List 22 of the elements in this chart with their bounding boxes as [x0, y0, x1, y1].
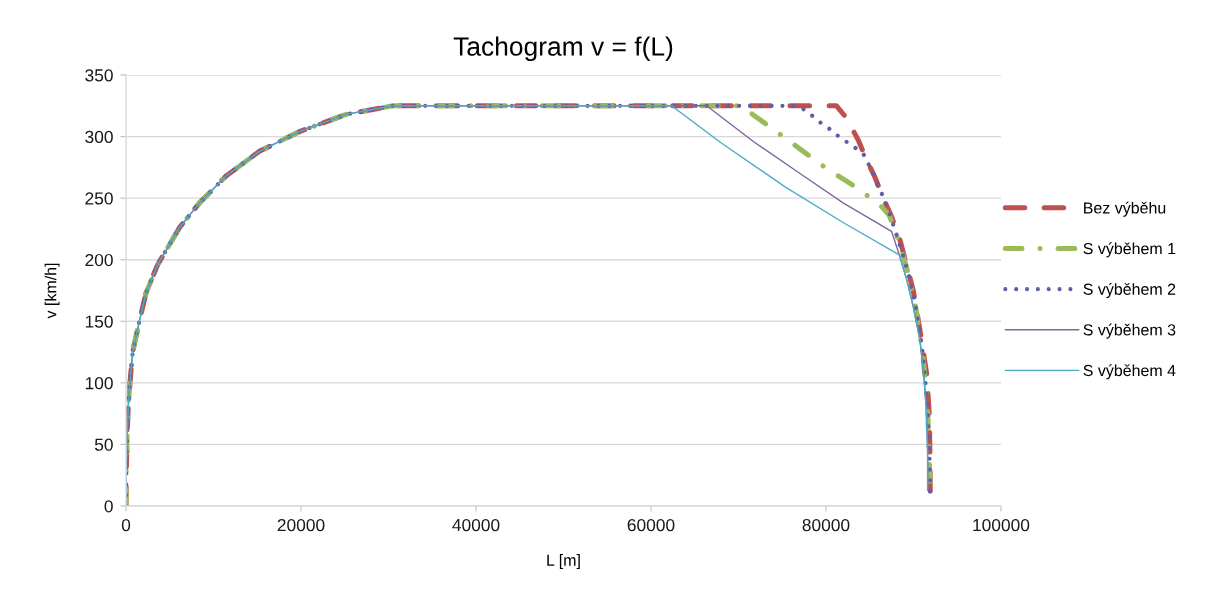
- y-tick-label: 50: [94, 438, 113, 451]
- y-tick-label: 0: [104, 500, 113, 513]
- x-axis-title: L [m]: [547, 554, 580, 569]
- x-tick-label: 20000: [277, 518, 325, 532]
- chart-title: Tachogram v = f(L): [453, 36, 673, 62]
- y-tick-label: 200: [85, 253, 113, 267]
- y-tick-label: 250: [85, 192, 113, 205]
- legend-label: S výběhem 2: [1083, 282, 1176, 299]
- legend-label: S výběhem 1: [1083, 242, 1176, 258]
- y-tick-label: 150: [85, 315, 113, 328]
- legend-label: S výběhem 4: [1083, 364, 1176, 380]
- y-tick-label: 100: [85, 377, 113, 390]
- x-tick-label: 40000: [452, 518, 500, 532]
- x-tick-label: 100000: [973, 518, 1030, 532]
- legend-label: S výběhem 3: [1083, 323, 1176, 339]
- y-tick-label: 350: [85, 69, 113, 82]
- y-tick-label: 300: [85, 130, 113, 144]
- x-tick-label: 60000: [627, 518, 675, 532]
- x-tick-label: 0: [121, 518, 131, 532]
- y-axis-title: v [km/h]: [44, 263, 60, 319]
- x-tick-label: 80000: [802, 518, 850, 532]
- legend-label: Bez výběhu: [1084, 201, 1166, 217]
